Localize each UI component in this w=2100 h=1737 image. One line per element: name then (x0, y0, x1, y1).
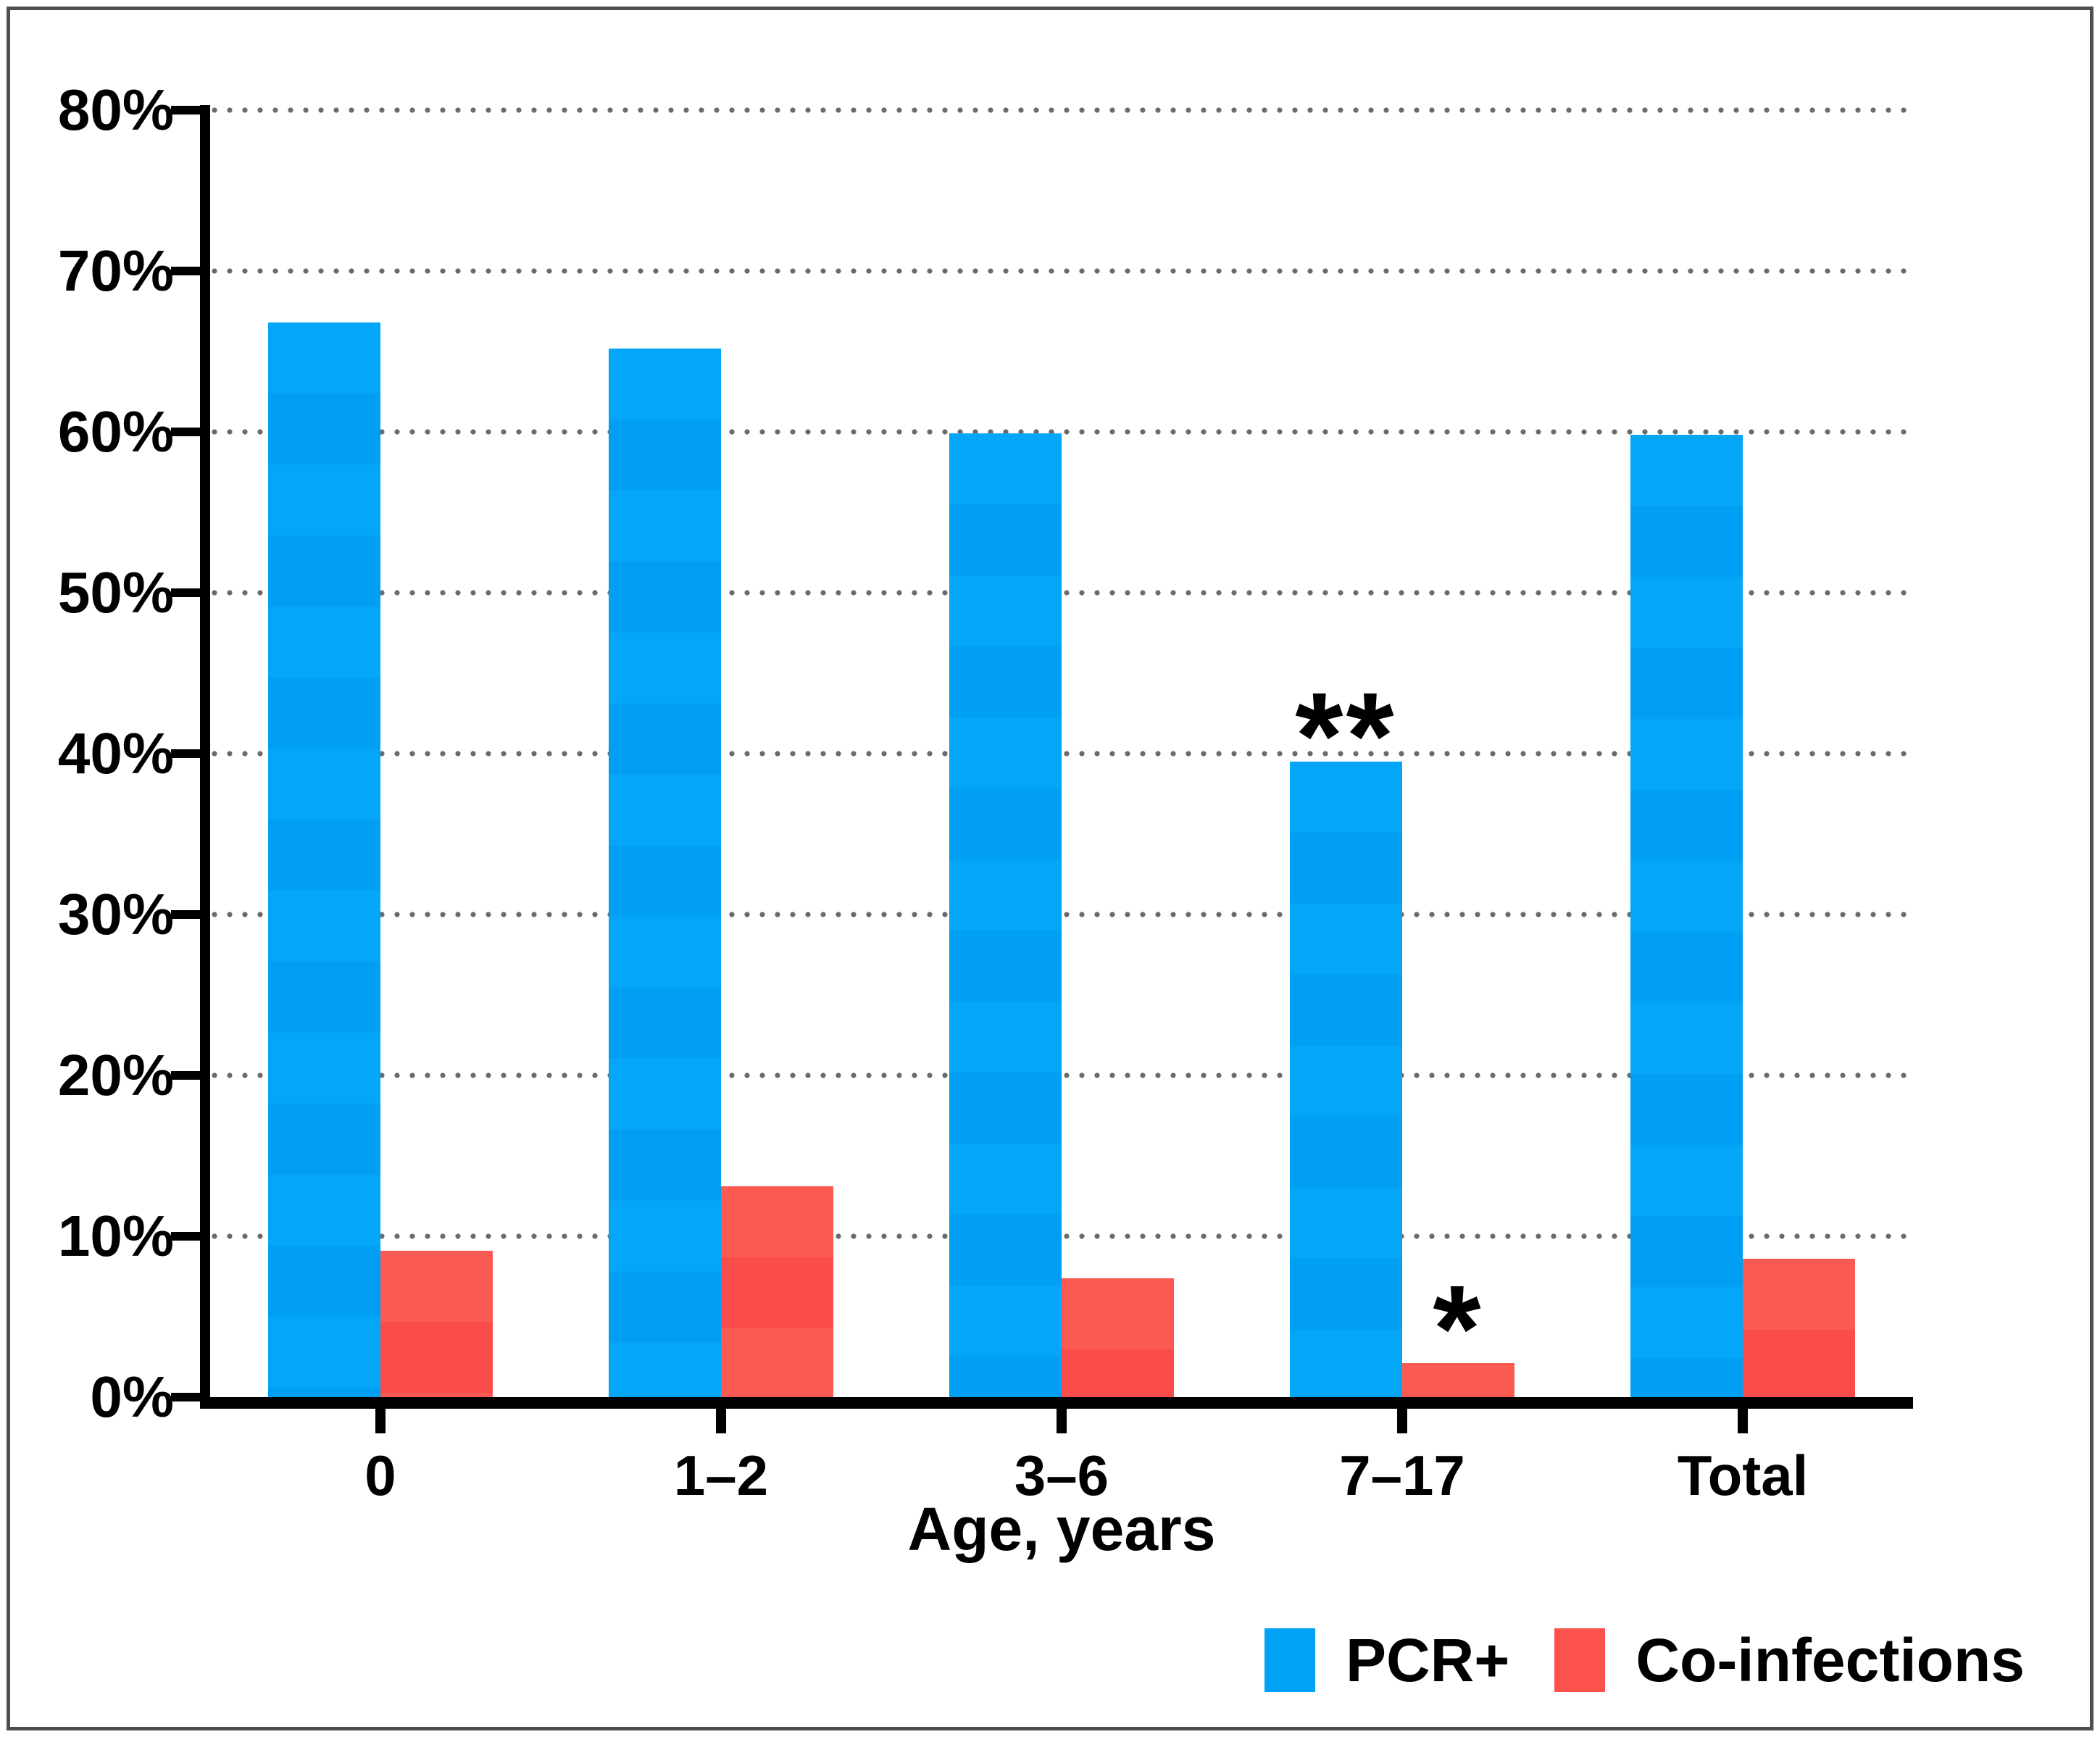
significance-marker: * (1433, 1260, 1484, 1399)
y-axis-tick (171, 1232, 210, 1241)
x-axis-category-label: 3–6 (1014, 1444, 1109, 1507)
y-axis-tick-label: 20% (57, 1043, 174, 1107)
legend-item-co-infections: Co-infections (1554, 1625, 2025, 1695)
x-axis-category-label: 0 (364, 1444, 396, 1507)
bar-pcr--left (949, 433, 1062, 1397)
bar-co-infections-right (721, 1186, 833, 1397)
x-axis-tick (1738, 1397, 1748, 1433)
gridline-50 (212, 590, 1913, 596)
significance-marker: ** (1295, 667, 1397, 806)
gridline-40 (212, 751, 1913, 757)
legend-swatch (1554, 1628, 1606, 1692)
bar-pcr--left (268, 322, 380, 1397)
gridline-10 (212, 1233, 1913, 1239)
y-axis-tick (171, 588, 210, 597)
gridline-60 (212, 429, 1913, 435)
x-axis-category-label: Total (1677, 1444, 1809, 1507)
y-axis-tick-label: 60% (57, 399, 174, 464)
legend-label: Co-infections (1636, 1626, 2025, 1694)
y-axis-tick-label: 0% (90, 1365, 174, 1429)
gridline-20 (212, 1072, 1913, 1078)
gridline-80 (212, 107, 1913, 113)
x-axis-tick (375, 1397, 386, 1433)
y-axis-tick (171, 1393, 210, 1401)
bar-co-infections-right (1743, 1259, 1855, 1397)
bar-pcr--left (1630, 435, 1743, 1397)
gridline-70 (212, 268, 1913, 274)
legend-swatch (1264, 1628, 1315, 1692)
bar-co-infections-right (1402, 1363, 1514, 1397)
legend-item-pcr-: PCR+ (1264, 1625, 1509, 1695)
x-axis-tick (1397, 1397, 1407, 1433)
gridline-30 (212, 912, 1913, 917)
y-axis-tick (171, 106, 210, 114)
x-axis-tick (1057, 1397, 1067, 1433)
y-axis-tick (171, 428, 210, 436)
bar-pcr--left (609, 348, 721, 1397)
legend: PCR+ Co-infections (1264, 1625, 2025, 1695)
y-axis-tick (171, 910, 210, 919)
x-axis-category-label: 7–17 (1339, 1444, 1465, 1507)
y-axis-tick-label: 80% (57, 78, 174, 142)
y-axis-tick-label: 70% (57, 238, 174, 303)
x-axis-title: Age, years (907, 1495, 1216, 1563)
bar-co-infections-right (1062, 1278, 1174, 1397)
y-axis-tick-label: 50% (57, 560, 174, 625)
y-axis-tick-label: 30% (57, 882, 174, 946)
legend-label: PCR+ (1345, 1626, 1510, 1694)
x-axis-category-label: 1–2 (673, 1444, 769, 1507)
bar-co-infections-right (380, 1250, 493, 1397)
y-axis-tick (171, 1071, 210, 1080)
y-axis-tick (171, 267, 210, 275)
y-axis-tick-label: 40% (57, 721, 174, 786)
plot-area: 0% 10% 20% 30% 40% 50% 60% 70% 80% 0 1–2 3–6 7–17 Tot… (58, 78, 1913, 1507)
x-axis-tick (716, 1397, 726, 1433)
y-axis-tick-label: 10% (57, 1204, 174, 1268)
y-axis-tick (171, 749, 210, 758)
bar-pcr--left (1290, 762, 1402, 1397)
